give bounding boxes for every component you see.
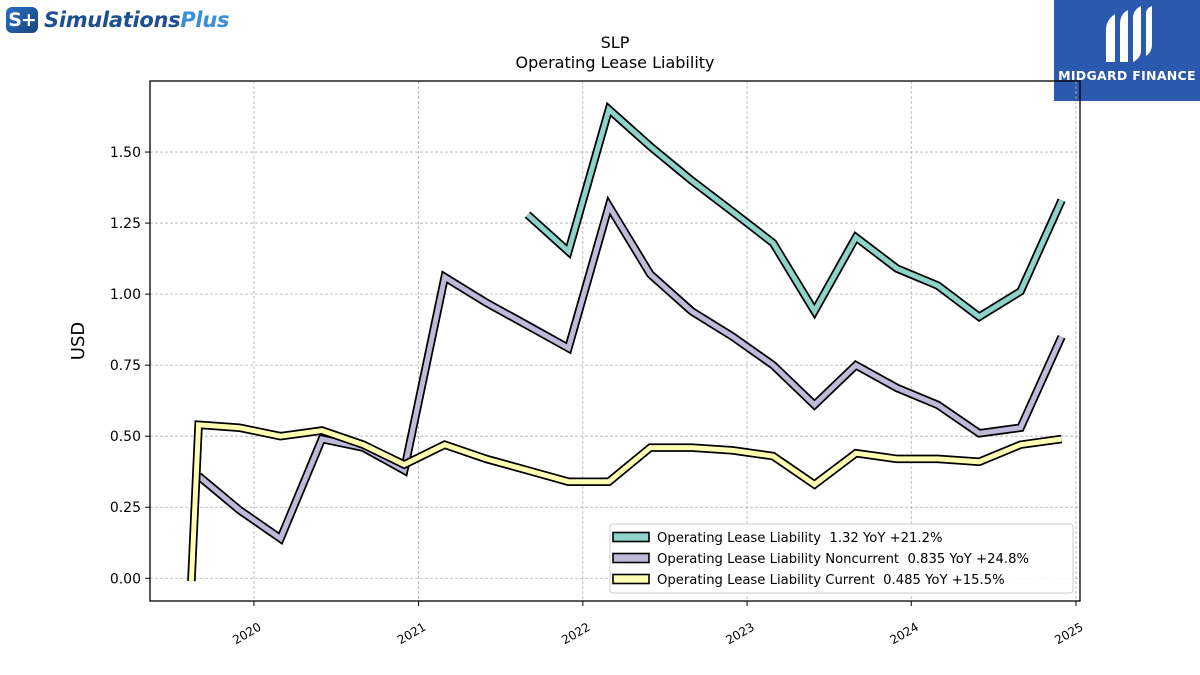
y-tick-label: 0.75 [110, 358, 141, 374]
legend-label-0: Operating Lease Liability 1.32 YoY +21.2… [657, 531, 943, 546]
x-tick-label: 2025 [1052, 620, 1085, 647]
simulations-plus-wordmark: SimulationsPlus [44, 8, 229, 32]
legend-swatch-2 [612, 573, 650, 585]
legend-swatch-0 [612, 531, 650, 543]
y-tick-label: 1.25 [110, 216, 141, 232]
y-tick-label: 0.50 [110, 429, 141, 445]
series-0-line [525, 104, 1064, 320]
series-1-outline [195, 195, 1066, 545]
x-tick-label: 2023 [723, 620, 756, 647]
series-0 [524, 101, 1066, 322]
legend-swatch-1 [612, 552, 650, 564]
legend-box [609, 523, 1074, 594]
y-tick-label: 1.50 [110, 145, 141, 161]
y-tick-label: 0.00 [110, 571, 141, 587]
x-tick-label: 2021 [395, 620, 428, 647]
x-tick-label: 2020 [230, 620, 263, 647]
y-axis-label: USD [68, 322, 89, 360]
wordmark-accent: Plus [180, 8, 230, 32]
wordmark-main: Simulations [44, 8, 181, 32]
series-layer [187, 101, 1066, 582]
x-axis: 2020 2021 2022 2023 2024 2025 [230, 601, 1086, 647]
simulations-plus-logo: S+ SimulationsPlus [6, 6, 229, 34]
series-1-line [196, 199, 1064, 543]
series-2-line [188, 422, 1062, 582]
chart-subtitle: Operating Lease Liability [515, 53, 714, 72]
y-tick-label: 0.25 [110, 500, 141, 516]
y-axis: 0.00 0.25 0.50 0.75 1.00 1.25 1.50 [110, 145, 150, 587]
plot-frame [149, 80, 1081, 602]
series-2 [187, 420, 1063, 582]
chart-title: SLP [601, 33, 630, 52]
legend: Operating Lease Liability 1.32 YoY +21.2… [609, 523, 1074, 594]
midgard-finance-label: MIDGARD FINANCE [1058, 68, 1196, 83]
legend-label-2: Operating Lease Liability Current 0.485 … [657, 573, 1005, 588]
x-tick-label: 2022 [559, 620, 592, 647]
series-1 [195, 195, 1066, 545]
legend-label-1: Operating Lease Liability Noncurrent 0.8… [657, 552, 1029, 567]
midgard-logo-icon [1106, 6, 1152, 62]
simulations-plus-logo-icon: S+ [6, 7, 38, 33]
y-tick-label: 1.00 [110, 287, 141, 303]
x-tick-label: 2024 [888, 620, 921, 647]
midgard-finance-logo: MIDGARD FINANCE [1054, 0, 1200, 101]
